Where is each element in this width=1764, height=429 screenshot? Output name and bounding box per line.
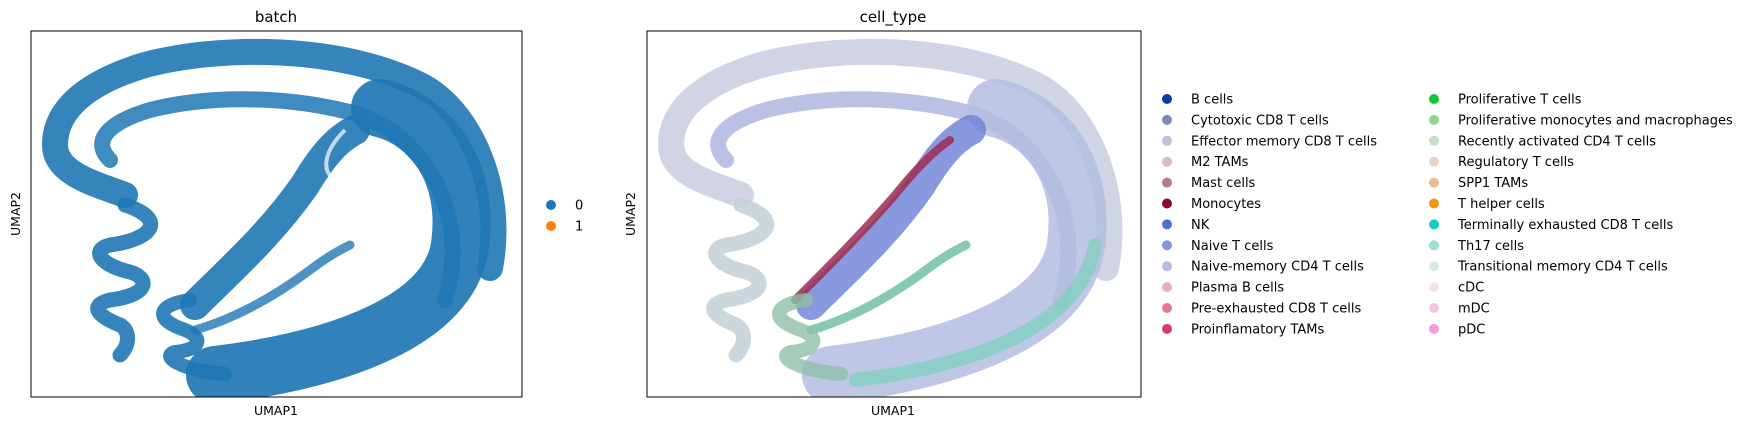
legend-marker xyxy=(1429,177,1439,188)
legend-marker xyxy=(1162,323,1172,334)
legend-marker xyxy=(1162,177,1172,188)
p2-diagonal-arm xyxy=(796,115,986,320)
p1-arc-outer xyxy=(42,38,507,281)
p1-left-wave xyxy=(90,197,158,363)
panel1-embedding xyxy=(42,38,507,397)
legend-label: Plasma B cells xyxy=(1191,281,1284,296)
legend-label: B cells xyxy=(1191,93,1233,108)
legend-marker xyxy=(546,200,556,210)
legend-marker xyxy=(1429,156,1439,167)
panel1-legend: 01 xyxy=(546,199,583,235)
legend-label: M2 TAMs xyxy=(1191,155,1249,170)
legend-marker xyxy=(546,221,556,231)
legend-marker xyxy=(1162,219,1172,230)
legend-label: Regulatory T cells xyxy=(1458,155,1574,170)
legend-label: Naive T cells xyxy=(1191,239,1274,254)
p2-diagonal-arm-red xyxy=(791,136,954,304)
legend-marker xyxy=(1162,135,1172,146)
panel1-title: batch xyxy=(255,8,297,26)
legend-marker xyxy=(1429,282,1439,293)
legend-marker xyxy=(1162,114,1172,125)
legend-label: pDC xyxy=(1458,322,1485,337)
panel1-ylabel: UMAP2 xyxy=(8,192,23,236)
p2-left-wave xyxy=(706,197,774,363)
p1-lower-arm xyxy=(190,240,355,335)
legend-marker xyxy=(1429,323,1439,334)
legend-label: Th17 cells xyxy=(1457,239,1524,254)
p1-inner-gap xyxy=(324,128,347,182)
legend-marker xyxy=(1429,198,1439,209)
legend-marker xyxy=(1429,261,1439,272)
legend-label: SPP1 TAMs xyxy=(1458,176,1528,191)
p2-lower-left-curl xyxy=(772,293,848,381)
p1-lower-left-curl xyxy=(156,293,232,381)
legend-marker xyxy=(1429,219,1439,230)
panel2-embedding xyxy=(658,38,1123,397)
legend-label: Monocytes xyxy=(1191,197,1261,212)
legend-label: Naive-memory CD4 T cells xyxy=(1191,260,1364,275)
legend-label: Mast cells xyxy=(1191,176,1256,191)
panel1-xlabel: UMAP1 xyxy=(254,403,298,418)
legend-marker xyxy=(1162,198,1172,209)
legend-marker xyxy=(1429,114,1439,125)
legend-label: Transitional memory CD4 T cells xyxy=(1457,260,1668,275)
legend-label: NK xyxy=(1191,218,1210,233)
panel1-frame xyxy=(30,30,523,398)
panel2-title: cell_type xyxy=(860,8,927,27)
legend-marker xyxy=(1429,135,1439,146)
legend-label: Cytotoxic CD8 T cells xyxy=(1191,113,1329,128)
legend-label: 1 xyxy=(575,220,583,235)
legend-label: Recently activated CD4 T cells xyxy=(1458,134,1656,149)
legend-marker xyxy=(1429,94,1439,104)
p1-main-band xyxy=(186,79,491,397)
legend-marker xyxy=(1162,261,1172,272)
p2-main-band-teal xyxy=(849,238,1102,387)
legend-label: Pre-exhausted CD8 T cells xyxy=(1191,302,1361,317)
panel2-ylabel: UMAP2 xyxy=(623,192,638,236)
legend-label: Proliferative T cells xyxy=(1458,93,1582,108)
legend-label: cDC xyxy=(1458,281,1484,296)
p2-lower-arm xyxy=(806,240,971,335)
p2-arc-outer xyxy=(658,38,1123,281)
legend-label: Proinflamatory TAMs xyxy=(1191,322,1325,337)
legend-marker xyxy=(1162,94,1172,104)
legend-marker xyxy=(1162,282,1172,293)
legend-label: 0 xyxy=(575,199,583,214)
legend-marker xyxy=(1162,156,1172,167)
legend-label: Terminally exhausted CD8 T cells xyxy=(1457,218,1673,233)
legend-marker xyxy=(1162,303,1172,313)
panel2-frame xyxy=(646,30,1142,398)
legend-label: Effector memory CD8 T cells xyxy=(1191,134,1377,149)
legend-marker xyxy=(1429,240,1439,251)
panel2-legend: B cells Cytotoxic CD8 T cells Effector mem… xyxy=(1162,93,1733,337)
legend-label: Proliferative monocytes and macrophages xyxy=(1458,113,1733,128)
p1-diagonal-arm xyxy=(180,115,370,320)
p2-main-band xyxy=(802,79,1107,397)
legend-label: T helper cells xyxy=(1457,197,1545,212)
legend-marker xyxy=(1162,240,1172,251)
legend-marker xyxy=(1429,303,1439,313)
legend-label: mDC xyxy=(1458,302,1490,317)
panel2-xlabel: UMAP1 xyxy=(871,403,915,418)
